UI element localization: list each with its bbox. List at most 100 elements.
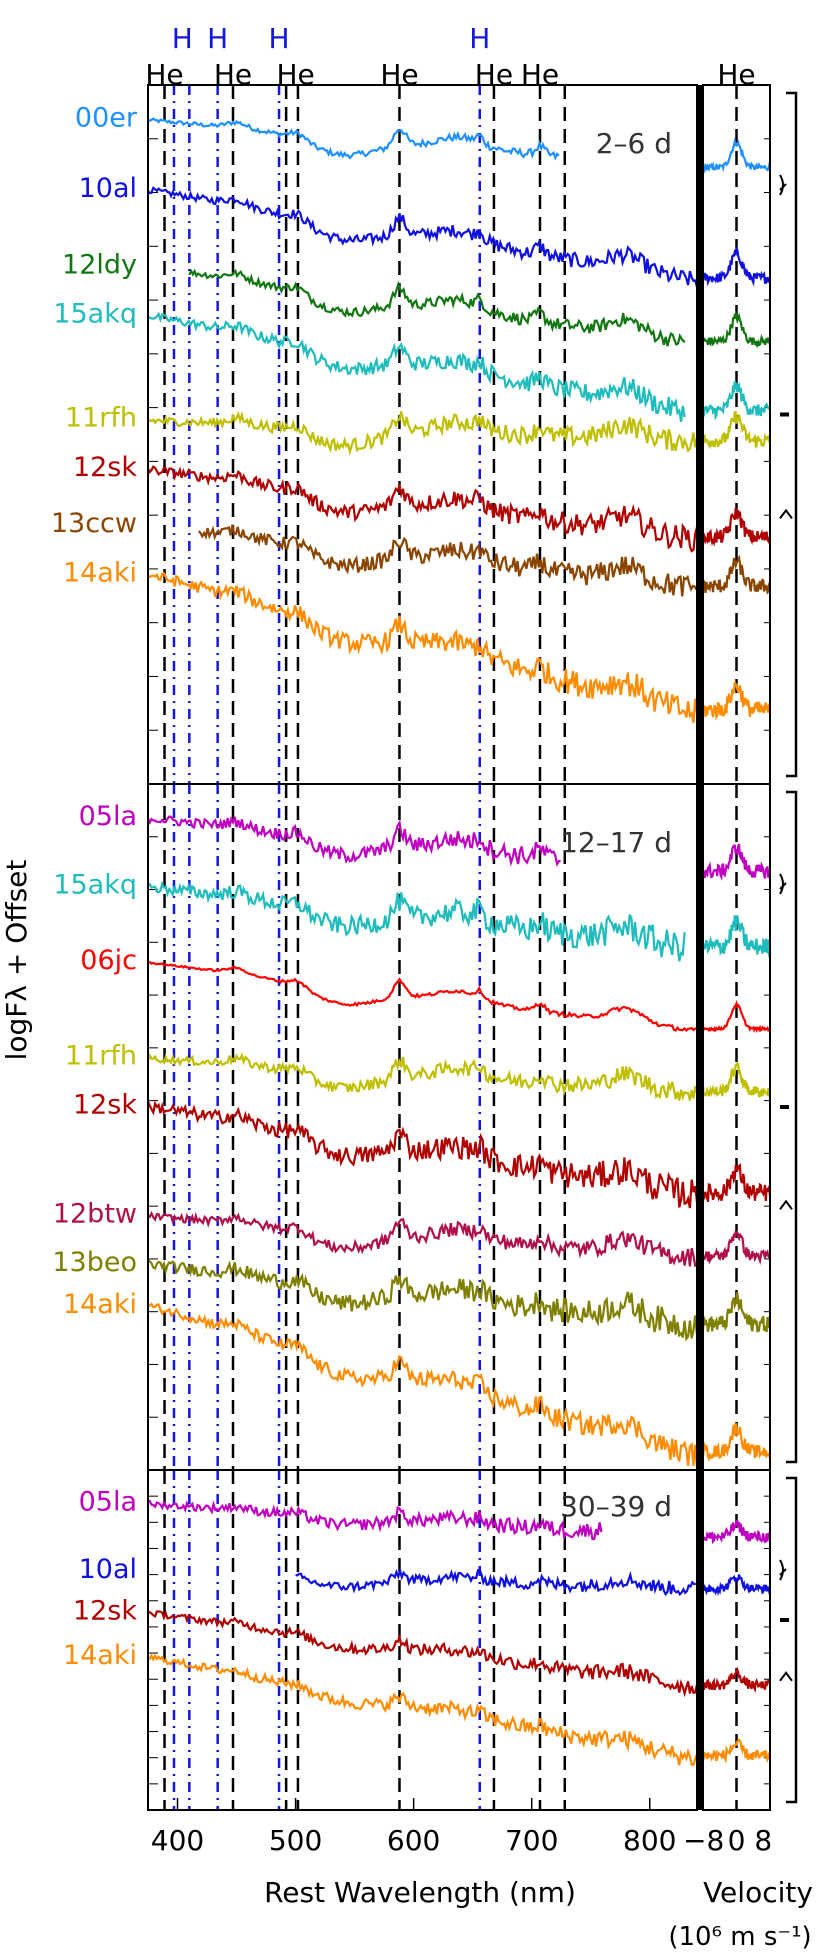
velocity-axis-units: (10⁶ m s⁻¹): [668, 1922, 811, 1952]
series-label: 06jc: [80, 945, 137, 976]
velocity-profile-13ccw: [701, 554, 771, 595]
velocity-profile-10al: [701, 246, 772, 287]
spectrum-15akq: [147, 880, 686, 962]
offset-bracket: [786, 1476, 798, 1804]
spectrum-14aki: [147, 1653, 699, 1766]
series-label: 11rfh: [65, 1041, 137, 1072]
x-axis-title: Rest Wavelength (nm): [264, 1876, 576, 1909]
spectrum-15akq: [147, 311, 686, 422]
velocity-tick-label: −8: [683, 1824, 724, 1857]
panel-3: 05la 10al 12sk 14aki 30–39 d: [63, 1469, 798, 1811]
velocity-profile-12sk: [701, 1666, 771, 1694]
velocity-profile-05la: [701, 1519, 772, 1545]
offset-bracket: [786, 790, 798, 1464]
series-label: 11rfh: [65, 403, 137, 434]
series-label: 13beo: [52, 1247, 137, 1278]
series-label: 05la: [79, 801, 137, 832]
velocity-profile-06jc: [702, 999, 771, 1034]
velocity-axis-title: Velocity: [703, 1876, 813, 1909]
spectrum-11rfh: [147, 410, 699, 456]
bracket-tick: [779, 174, 787, 196]
bracket-caret: [779, 508, 793, 519]
bracket-tick: [779, 1559, 787, 1581]
line-id-label: H: [207, 22, 228, 55]
line-id-label: He: [380, 58, 418, 91]
spectrum-12sk: [147, 465, 699, 553]
spectrum-13ccw: [197, 524, 698, 597]
spectrum-00er: [147, 117, 560, 161]
velocity-profile-12sk: [701, 1162, 772, 1202]
series-label: 13ccw: [51, 508, 137, 539]
series-label: 00er: [75, 102, 138, 133]
spectrum-12ldy: [188, 268, 686, 347]
velocity-profile-14aki: [701, 1423, 771, 1462]
epoch-label: 2–6 d: [596, 127, 672, 160]
line-id-label: He: [214, 58, 252, 91]
line-id-label: H: [172, 22, 193, 55]
line-id-label: H: [269, 22, 290, 55]
series-label: 14aki: [63, 558, 137, 589]
spectrum-05la: [147, 1499, 603, 1541]
velocity-profile-14aki: [702, 1738, 771, 1764]
velocity-profile-15akq: [701, 380, 772, 421]
epoch-label: 12–17 d: [560, 826, 672, 859]
line-id-label: He: [276, 58, 314, 91]
velocity-profile-13beo: [701, 1292, 771, 1333]
x-tick-label: 500: [269, 1824, 322, 1857]
velocity-axes-frame: [702, 1469, 771, 1811]
line-id-label: He: [145, 58, 183, 91]
velocity-tick-label: 8: [754, 1824, 772, 1857]
spectrum-14aki: [147, 1302, 699, 1468]
series-label: 12sk: [73, 1596, 137, 1627]
line-id-label: He: [521, 58, 559, 91]
velocity-profile-05la: [701, 843, 772, 881]
panel-2: 05la 15akq 06jc 11rfh 12sk 12btw 13beo 14aki 12–…: [52, 783, 798, 1471]
series-label: 12btw: [53, 1199, 137, 1230]
series-label: 15akq: [53, 299, 137, 330]
velocity-profile-11rfh: [701, 1062, 772, 1098]
panel-1: 00er 10al 12ldy 15akq 11rfh 12sk 13ccw 14aki 2–6…: [51, 84, 798, 785]
velocity-profile-12btw: [701, 1230, 771, 1265]
velocity-profile-15akq: [701, 915, 771, 958]
bracket-caret: [779, 1199, 793, 1210]
velocity-profile-10al: [701, 1574, 772, 1597]
series-label: 14aki: [63, 1289, 137, 1320]
spectrum-11rfh: [146, 1052, 699, 1102]
velocity-profile-14aki: [701, 681, 772, 721]
y-axis-title: logFλ + Offset: [0, 860, 33, 1061]
spectrum-10al: [147, 186, 699, 288]
spectrum-05la: [146, 815, 561, 867]
line-id-label: He: [717, 58, 755, 91]
main-axes-frame: [147, 1469, 698, 1811]
velocity-profile-00er: [702, 137, 772, 175]
series-label: 10al: [79, 173, 137, 204]
bracket-tick: [779, 873, 787, 895]
spectrum-12btw: [147, 1210, 698, 1268]
series-label: 05la: [79, 1486, 137, 1517]
series-label: 14aki: [63, 1640, 137, 1671]
x-tick-label: 600: [387, 1824, 440, 1857]
series-label: 15akq: [53, 870, 137, 901]
bracket-caret: [779, 1671, 793, 1682]
spectrum-12sk: [147, 1610, 699, 1698]
series-label: 10al: [79, 1554, 137, 1585]
line-id-label: He: [475, 58, 513, 91]
velocity-profile-11rfh: [701, 410, 771, 450]
spectrum-06jc: [147, 960, 698, 1032]
series-label: 12sk: [73, 1089, 137, 1120]
offset-bracket: [786, 91, 798, 778]
velocity-profile-12ldy: [701, 310, 772, 349]
line-id-label: H: [469, 22, 490, 55]
x-tick-label: 400: [151, 1824, 204, 1857]
velocity-profile-12sk: [701, 507, 772, 547]
x-tick-label: 800: [623, 1824, 676, 1857]
spectrum-10al: [295, 1567, 697, 1597]
spectrum-13beo: [147, 1260, 699, 1342]
velocity-tick-label: 0: [728, 1824, 746, 1857]
series-label: 12ldy: [62, 250, 137, 281]
x-tick-label: 700: [505, 1824, 558, 1857]
spectrum-14aki: [147, 572, 699, 723]
spectrum-12sk: [146, 1100, 699, 1209]
series-label: 12sk: [73, 452, 137, 483]
